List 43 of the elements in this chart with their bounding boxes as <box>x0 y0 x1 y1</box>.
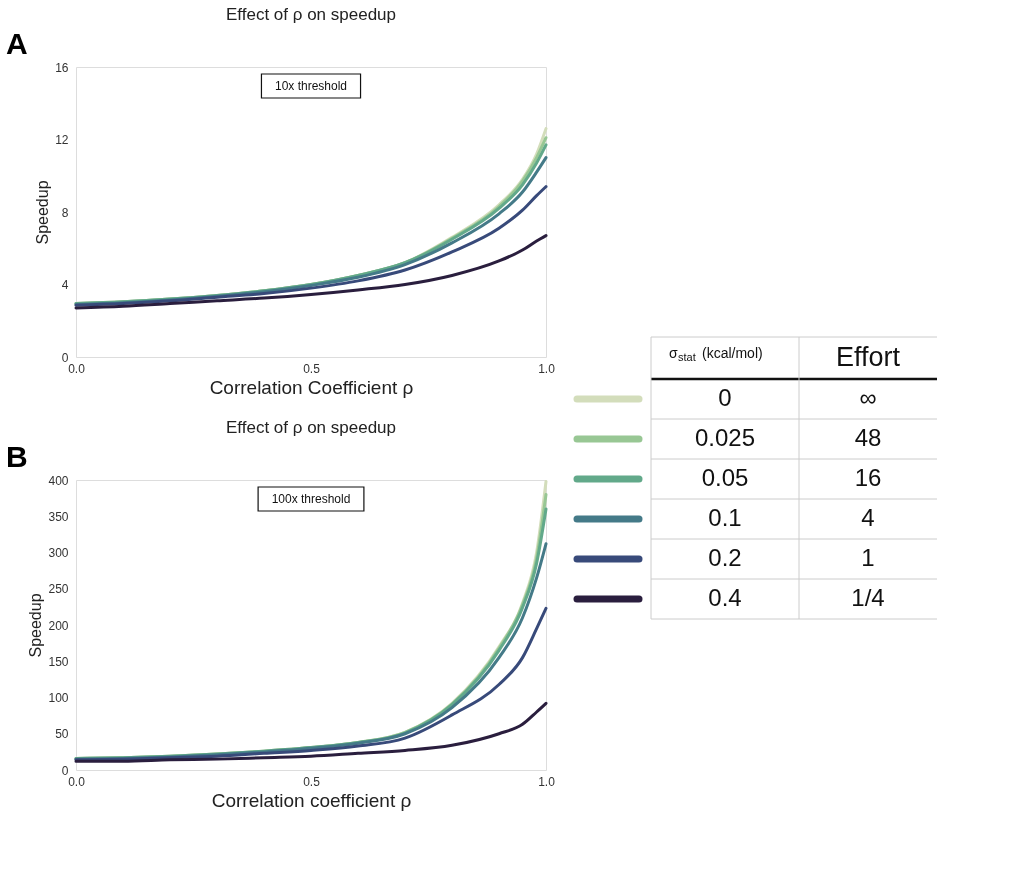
text: 1 <box>861 544 875 571</box>
x-tick-label: 1.0 <box>538 774 556 789</box>
y-tick-label: 200 <box>48 618 69 633</box>
x-axis-title: Correlation Coefficient ρ <box>209 376 414 398</box>
y-tick-label: 350 <box>48 509 69 524</box>
text: 0.05 <box>701 464 749 491</box>
x-axis-title: Correlation coefficient ρ <box>211 789 412 811</box>
text: 4 <box>861 504 875 531</box>
y-tick-label: 16 <box>55 60 69 75</box>
y-tick-label: 100 <box>48 691 69 705</box>
y-tick-label: 0 <box>61 350 69 365</box>
text: 0 <box>718 384 732 411</box>
y-tick-label: 150 <box>48 654 69 669</box>
y-tick-label: 50 <box>55 727 69 742</box>
x-tick-label: 0.0 <box>68 361 86 376</box>
x-tick-label: 1.0 <box>538 361 556 376</box>
y-axis-title: Speedup <box>34 180 52 245</box>
y-tick-label: 250 <box>48 582 69 597</box>
y-tick-label: 8 <box>61 205 69 220</box>
text: 16 <box>854 464 882 491</box>
y-tick-label: 400 <box>48 473 69 488</box>
chart-title: Effect of ρ on speedup <box>225 5 397 24</box>
x-tick-label: 0.5 <box>303 361 321 376</box>
text: B <box>6 440 28 473</box>
x-tick-label: 0.0 <box>68 774 86 789</box>
x-tick-label: 0.5 <box>303 774 321 789</box>
text: 1/4 <box>851 584 885 611</box>
y-axis-title: Speedup <box>27 593 45 658</box>
legend-label: 0.025 <box>694 424 756 451</box>
text: 0.4 <box>708 584 742 611</box>
annotation: 100x threshold <box>271 492 351 506</box>
text: 0.1 <box>708 504 742 531</box>
y-tick-label: 0 <box>61 763 69 778</box>
y-tick-label: 300 <box>48 546 69 560</box>
text: A <box>6 27 28 60</box>
text: ∞ <box>859 384 877 411</box>
text: 0.2 <box>708 544 742 571</box>
text: Effort <box>835 342 901 372</box>
text: 48 <box>854 424 882 451</box>
chart-title: Effect of ρ on speedup <box>225 418 397 437</box>
y-tick-label: 4 <box>61 278 69 292</box>
y-tick-label: 12 <box>55 133 69 147</box>
annotation: 10x threshold <box>274 79 348 93</box>
